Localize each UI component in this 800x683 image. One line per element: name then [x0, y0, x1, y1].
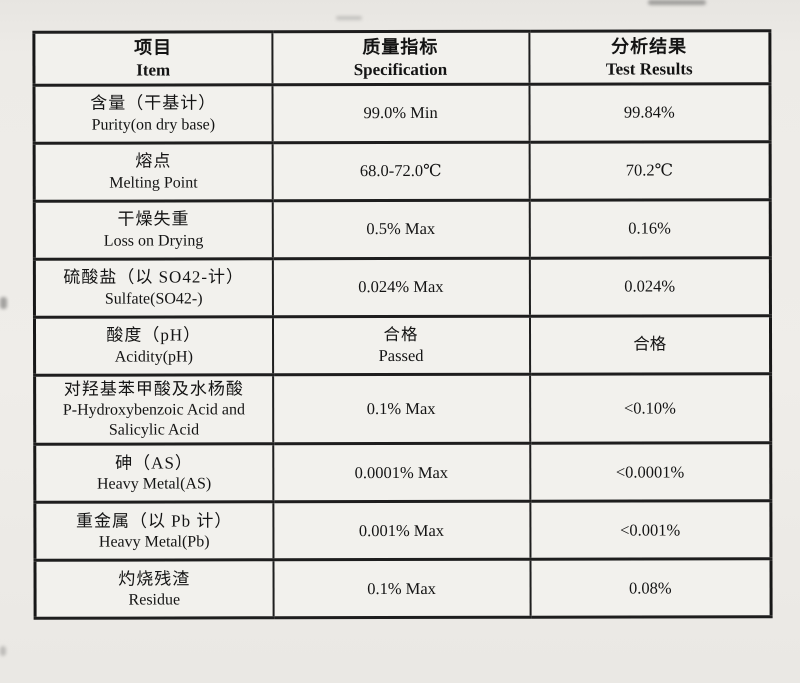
spec-zh: 合格 — [383, 324, 419, 344]
result-cell: 0.16% — [529, 199, 771, 258]
spec-cell: 0.1% Max — [272, 559, 531, 619]
spec-cell: 合格 Passed — [272, 315, 530, 375]
header-test-results: 分析结果 Test Results — [528, 30, 770, 84]
header-test-results-en: Test Results — [605, 59, 693, 79]
item-en: Loss on Drying — [103, 231, 204, 250]
header-item-en: Item — [136, 60, 171, 80]
item-zh: 酸度（pH） — [106, 324, 202, 345]
item-cell: 砷（AS） Heavy Metal(AS) — [34, 444, 273, 503]
scan-smudge — [648, 0, 706, 5]
item-en: Residue — [128, 591, 181, 610]
table-row-hydroxybenzoic-salicylic: 对羟基苯甲酸及水杨酸 P-Hydroxybenzoic Acid and Sal… — [34, 373, 771, 445]
item-en: Heavy Metal(AS) — [96, 475, 212, 494]
table-row-arsenic: 砷（AS） Heavy Metal(AS) 0.0001% Max <0.000… — [34, 443, 771, 503]
item-zh: 重金属（以 Pb 计） — [75, 510, 233, 531]
result-cell: 99.84% — [528, 83, 771, 142]
header-specification: 质量指标 Specification — [271, 31, 529, 85]
coa-table: 项目 Item 质量指标 Specification 分析结果 Test Res… — [32, 29, 773, 621]
spec-en: Passed — [378, 346, 424, 366]
item-en: Acidity(pH) — [114, 347, 193, 366]
table-row-heavy-metal-pb: 重金属（以 Pb 计） Heavy Metal(Pb) 0.001% Max <… — [34, 501, 771, 561]
result-cell: <0.10% — [529, 373, 771, 444]
item-zh: 硫酸盐（以 SO42-计） — [63, 266, 244, 287]
header-row: 项目 Item 质量指标 Specification 分析结果 Test Res… — [33, 30, 770, 85]
spec-cell: 0.0001% Max — [272, 443, 530, 503]
scan-smudge — [336, 16, 362, 20]
table-row-residue: 灼烧残渣 Residue 0.1% Max 0.08% — [34, 559, 772, 619]
item-en: Purity(on dry base) — [91, 115, 216, 134]
spec-cell: 99.0% Min — [271, 83, 530, 143]
item-cell: 灼烧残渣 Residue — [34, 560, 274, 619]
spec-cell: 0.5% Max — [272, 199, 530, 259]
item-cell: 硫酸盐（以 SO42-计） Sulfate(SO42-) — [34, 258, 273, 317]
table-row-melting-point: 熔点 Melting Point 68.0-72.0℃ 70.2℃ — [34, 141, 771, 201]
item-zh: 含量（干基计） — [90, 92, 217, 113]
result-cell: 0.08% — [529, 559, 772, 618]
result-cell: 70.2℃ — [529, 141, 771, 200]
scan-smudge — [0, 646, 6, 656]
item-zh: 对羟基苯甲酸及水杨酸 — [63, 378, 244, 399]
spec-cell: 68.0-72.0℃ — [272, 141, 530, 201]
item-en: Sulfate(SO42-) — [104, 289, 203, 308]
table-row-sulfate: 硫酸盐（以 SO42-计） Sulfate(SO42-) 0.024% Max … — [34, 257, 771, 317]
spec-cell: 0.001% Max — [272, 501, 530, 561]
spec-cell: 0.024% Max — [272, 257, 530, 317]
item-cell: 对羟基苯甲酸及水杨酸 P-Hydroxybenzoic Acid and Sal… — [34, 374, 273, 445]
spec-cell: 0.1% Max — [272, 373, 530, 445]
result-cell: 合格 — [529, 315, 771, 374]
item-cell: 熔点 Melting Point — [34, 142, 273, 201]
item-en: P-Hydroxybenzoic Acid and Salicylic Acid — [62, 401, 246, 440]
item-cell: 酸度（pH） Acidity(pH) — [34, 316, 273, 375]
scan-smudge — [0, 297, 7, 309]
item-cell: 重金属（以 Pb 计） Heavy Metal(Pb) — [34, 502, 273, 561]
item-zh: 砷（AS） — [115, 452, 193, 473]
result-cell: <0.0001% — [529, 443, 771, 502]
table-row-purity: 含量（干基计） Purity(on dry base) 99.0% Min 99… — [33, 83, 771, 143]
result-cell: <0.001% — [529, 501, 771, 560]
item-en: Heavy Metal(Pb) — [98, 533, 210, 552]
item-zh: 干燥失重 — [117, 209, 190, 229]
item-cell: 含量（干基计） Purity(on dry base) — [33, 84, 273, 143]
item-zh: 灼烧残渣 — [118, 568, 191, 589]
item-zh: 熔点 — [135, 151, 172, 171]
table-row-loss-on-drying: 干燥失重 Loss on Drying 0.5% Max 0.16% — [34, 199, 771, 259]
result-cell: 0.024% — [529, 257, 771, 316]
header-specification-zh: 质量指标 — [362, 36, 439, 58]
header-item: 项目 Item — [33, 31, 272, 85]
header-test-results-zh: 分析结果 — [611, 36, 688, 57]
header-item-zh: 项目 — [134, 37, 173, 58]
item-cell: 干燥失重 Loss on Drying — [34, 200, 273, 259]
header-specification-en: Specification — [353, 60, 448, 80]
table-row-acidity: 酸度（pH） Acidity(pH) 合格 Passed 合格 — [34, 315, 771, 375]
item-en: Melting Point — [109, 173, 198, 192]
